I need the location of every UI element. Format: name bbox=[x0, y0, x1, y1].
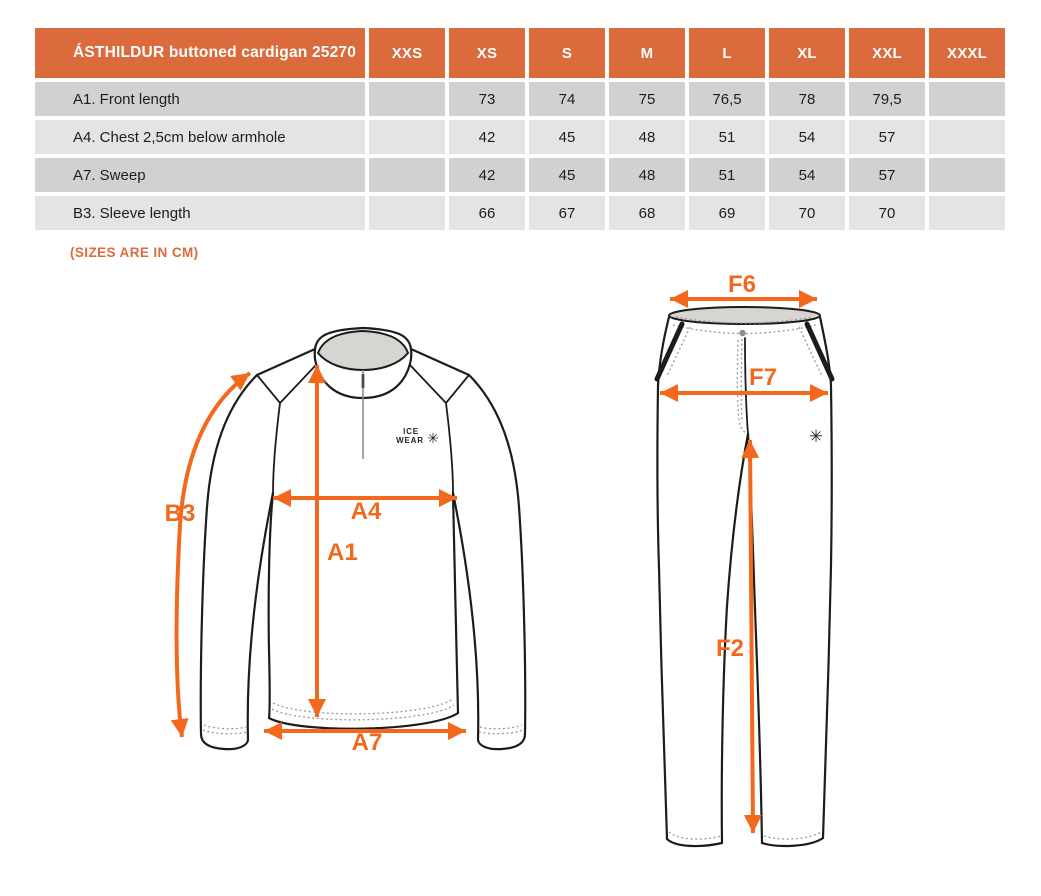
brand-logo-line1: ICE bbox=[403, 427, 419, 436]
sweater-hem-stitch bbox=[272, 698, 454, 715]
sweater-torso-outline bbox=[267, 491, 460, 730]
snowflake-icon: ✳ bbox=[809, 427, 823, 447]
collar-opening bbox=[316, 329, 410, 372]
left-cuff-stitch bbox=[202, 729, 248, 735]
table-header-row: ÁSTHILDUR buttoned cardigan 25270 XXS XS… bbox=[35, 28, 1005, 78]
size-value-cell: 54 bbox=[769, 158, 845, 192]
size-value-cell: 74 bbox=[529, 82, 605, 116]
right-pocket bbox=[804, 321, 835, 382]
table-row: A1. Front length 73 74 75 76,5 78 79,5 bbox=[35, 82, 1005, 116]
row-label: A7. Sweep bbox=[35, 158, 365, 192]
sizes-note: (SIZES ARE IN CM) bbox=[70, 245, 199, 260]
inseam-arrow bbox=[741, 439, 762, 834]
pants-left-inner-seam bbox=[720, 432, 750, 845]
sleeve-length-label: B3 bbox=[165, 500, 196, 527]
row-label: B3. Sleeve length bbox=[35, 196, 365, 230]
chest-label: A4 bbox=[351, 498, 382, 525]
size-col-header-xs: XS bbox=[449, 28, 525, 78]
snowflake-icon: ✳ bbox=[427, 431, 439, 447]
size-value-cell: 51 bbox=[689, 158, 765, 192]
fly-stitch bbox=[736, 339, 748, 434]
fly-line bbox=[744, 337, 749, 435]
size-value-cell bbox=[929, 82, 1005, 116]
size-value-cell bbox=[369, 158, 445, 192]
size-col-header-xxl: XXL bbox=[849, 28, 925, 78]
front-length-label: A1 bbox=[327, 539, 358, 566]
left-pocket bbox=[654, 321, 685, 382]
sleeve-length-arrow bbox=[170, 371, 252, 738]
left-raglan-seam bbox=[256, 364, 317, 494]
size-value-cell: 57 bbox=[849, 120, 925, 154]
size-value-cell: 76,5 bbox=[689, 82, 765, 116]
pants-diagram: ✳ F6 F7 F2 bbox=[654, 271, 835, 848]
size-value-cell: 73 bbox=[449, 82, 525, 116]
left-shoulder-seam bbox=[255, 347, 317, 377]
table-row: A4. Chest 2,5cm below armhole 42 45 48 5… bbox=[35, 120, 1005, 154]
size-value-cell: 69 bbox=[689, 196, 765, 230]
table-title: ÁSTHILDUR buttoned cardigan 25270 bbox=[35, 28, 365, 78]
size-value-cell bbox=[929, 120, 1005, 154]
right-cuff-stitch bbox=[478, 729, 524, 735]
size-value-cell: 45 bbox=[529, 120, 605, 154]
left-cuff-stitch bbox=[203, 724, 247, 730]
size-value-cell: 68 bbox=[609, 196, 685, 230]
pants-left-hem bbox=[665, 837, 724, 848]
size-table: ÁSTHILDUR buttoned cardigan 25270 XXS XS… bbox=[31, 24, 1009, 234]
size-value-cell: 45 bbox=[529, 158, 605, 192]
pants-right-outer-seam bbox=[818, 315, 833, 840]
size-value-cell: 78 bbox=[769, 82, 845, 116]
waistband-stitch bbox=[675, 316, 814, 324]
size-value-cell: 48 bbox=[609, 120, 685, 154]
sweep-label: A7 bbox=[352, 729, 383, 756]
right-hem-stitch bbox=[763, 831, 822, 840]
pants-right-hem bbox=[760, 836, 825, 848]
size-value-cell: 66 bbox=[449, 196, 525, 230]
hip-width-label: F7 bbox=[749, 364, 777, 391]
waist-button bbox=[739, 329, 746, 337]
size-value-cell bbox=[929, 158, 1005, 192]
size-value-cell: 70 bbox=[769, 196, 845, 230]
table-row: A7. Sweep 42 45 48 51 54 57 bbox=[35, 158, 1005, 192]
size-value-cell: 75 bbox=[609, 82, 685, 116]
left-hem-stitch bbox=[668, 831, 722, 840]
right-raglan-seam bbox=[409, 364, 470, 494]
size-value-cell bbox=[369, 120, 445, 154]
row-label: A4. Chest 2,5cm below armhole bbox=[35, 120, 365, 154]
size-value-cell bbox=[929, 196, 1005, 230]
size-col-header-xxxl: XXXL bbox=[929, 28, 1005, 78]
row-label: A1. Front length bbox=[35, 82, 365, 116]
pants-left-outer-seam bbox=[656, 315, 671, 841]
size-value-cell: 67 bbox=[529, 196, 605, 230]
size-value-cell: 79,5 bbox=[849, 82, 925, 116]
size-col-header-m: M bbox=[609, 28, 685, 78]
size-value-cell: 57 bbox=[849, 158, 925, 192]
fly-stitch bbox=[740, 338, 743, 423]
size-value-cell bbox=[369, 82, 445, 116]
waist-opening bbox=[668, 306, 821, 325]
brand-logo-line2: WEAR bbox=[396, 436, 424, 445]
size-col-header-xl: XL bbox=[769, 28, 845, 78]
size-value-cell: 51 bbox=[689, 120, 765, 154]
sweater-diagram: ICE WEAR ✳ B3 A4 A1 A7 bbox=[165, 326, 527, 756]
right-shoulder-seam bbox=[409, 347, 471, 377]
sweater-hem-stitch bbox=[271, 704, 455, 721]
size-value-cell: 42 bbox=[449, 120, 525, 154]
size-col-header-s: S bbox=[529, 28, 605, 78]
size-value-cell: 54 bbox=[769, 120, 845, 154]
collar-outline bbox=[313, 326, 413, 400]
sweater-right-sleeve bbox=[451, 373, 527, 751]
size-value-cell: 48 bbox=[609, 158, 685, 192]
size-value-cell bbox=[369, 196, 445, 230]
size-value-cell: 42 bbox=[449, 158, 525, 192]
inseam-label: F2 bbox=[716, 635, 744, 662]
size-col-header-l: L bbox=[689, 28, 765, 78]
waist-width-label: F6 bbox=[728, 271, 756, 298]
right-cuff-stitch bbox=[479, 724, 523, 730]
table-row: B3. Sleeve length 66 67 68 69 70 70 bbox=[35, 196, 1005, 230]
sweater-left-sleeve bbox=[199, 373, 275, 751]
size-value-cell: 70 bbox=[849, 196, 925, 230]
size-col-header-xxs: XXS bbox=[369, 28, 445, 78]
